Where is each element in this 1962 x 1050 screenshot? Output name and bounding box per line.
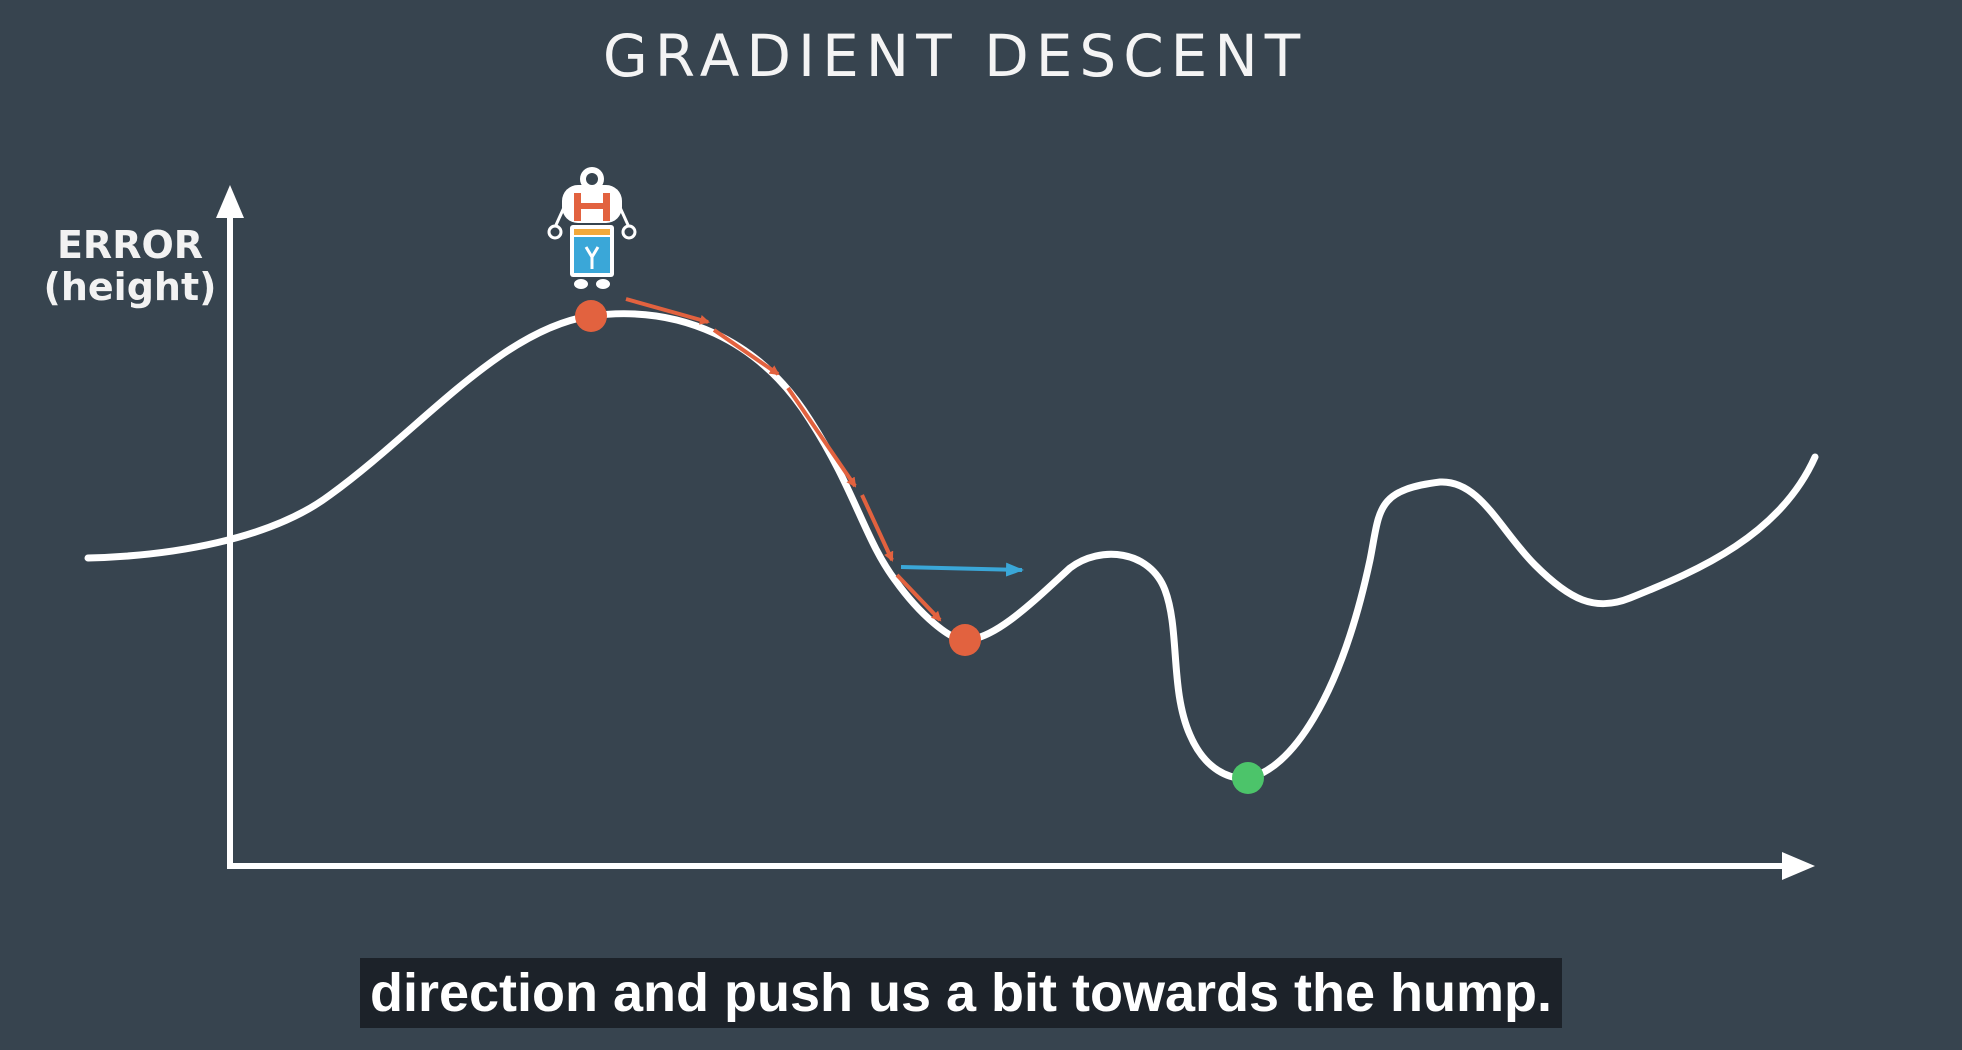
robot-icon	[547, 167, 637, 289]
step-arrow-1	[625, 297, 710, 325]
y-axis-label-line2: (height)	[43, 265, 217, 309]
axes	[216, 185, 1815, 880]
slide-title: GRADIENT DESCENT	[602, 22, 1308, 90]
y-axis-label: ERROR (height)	[40, 224, 220, 308]
x-axis-arrowhead	[1782, 852, 1815, 880]
global-minimum-point	[1232, 762, 1264, 794]
start-point	[575, 300, 607, 332]
step-arrow-4	[860, 494, 894, 562]
local-minimum-point	[949, 624, 981, 656]
y-axis-label-line1: ERROR	[56, 223, 204, 267]
error-curve	[84, 310, 1819, 782]
y-axis-arrowhead	[216, 185, 244, 218]
step-arrow-2	[712, 328, 780, 376]
descent-step-arrows	[625, 297, 942, 622]
push-arrow	[900, 562, 1024, 577]
step-arrow-3	[786, 386, 857, 488]
step-arrow-5	[895, 573, 942, 622]
caption-container: direction and push us a bit towards the …	[0, 958, 1962, 1028]
subtitle-caption: direction and push us a bit towards the …	[359, 958, 1563, 1028]
